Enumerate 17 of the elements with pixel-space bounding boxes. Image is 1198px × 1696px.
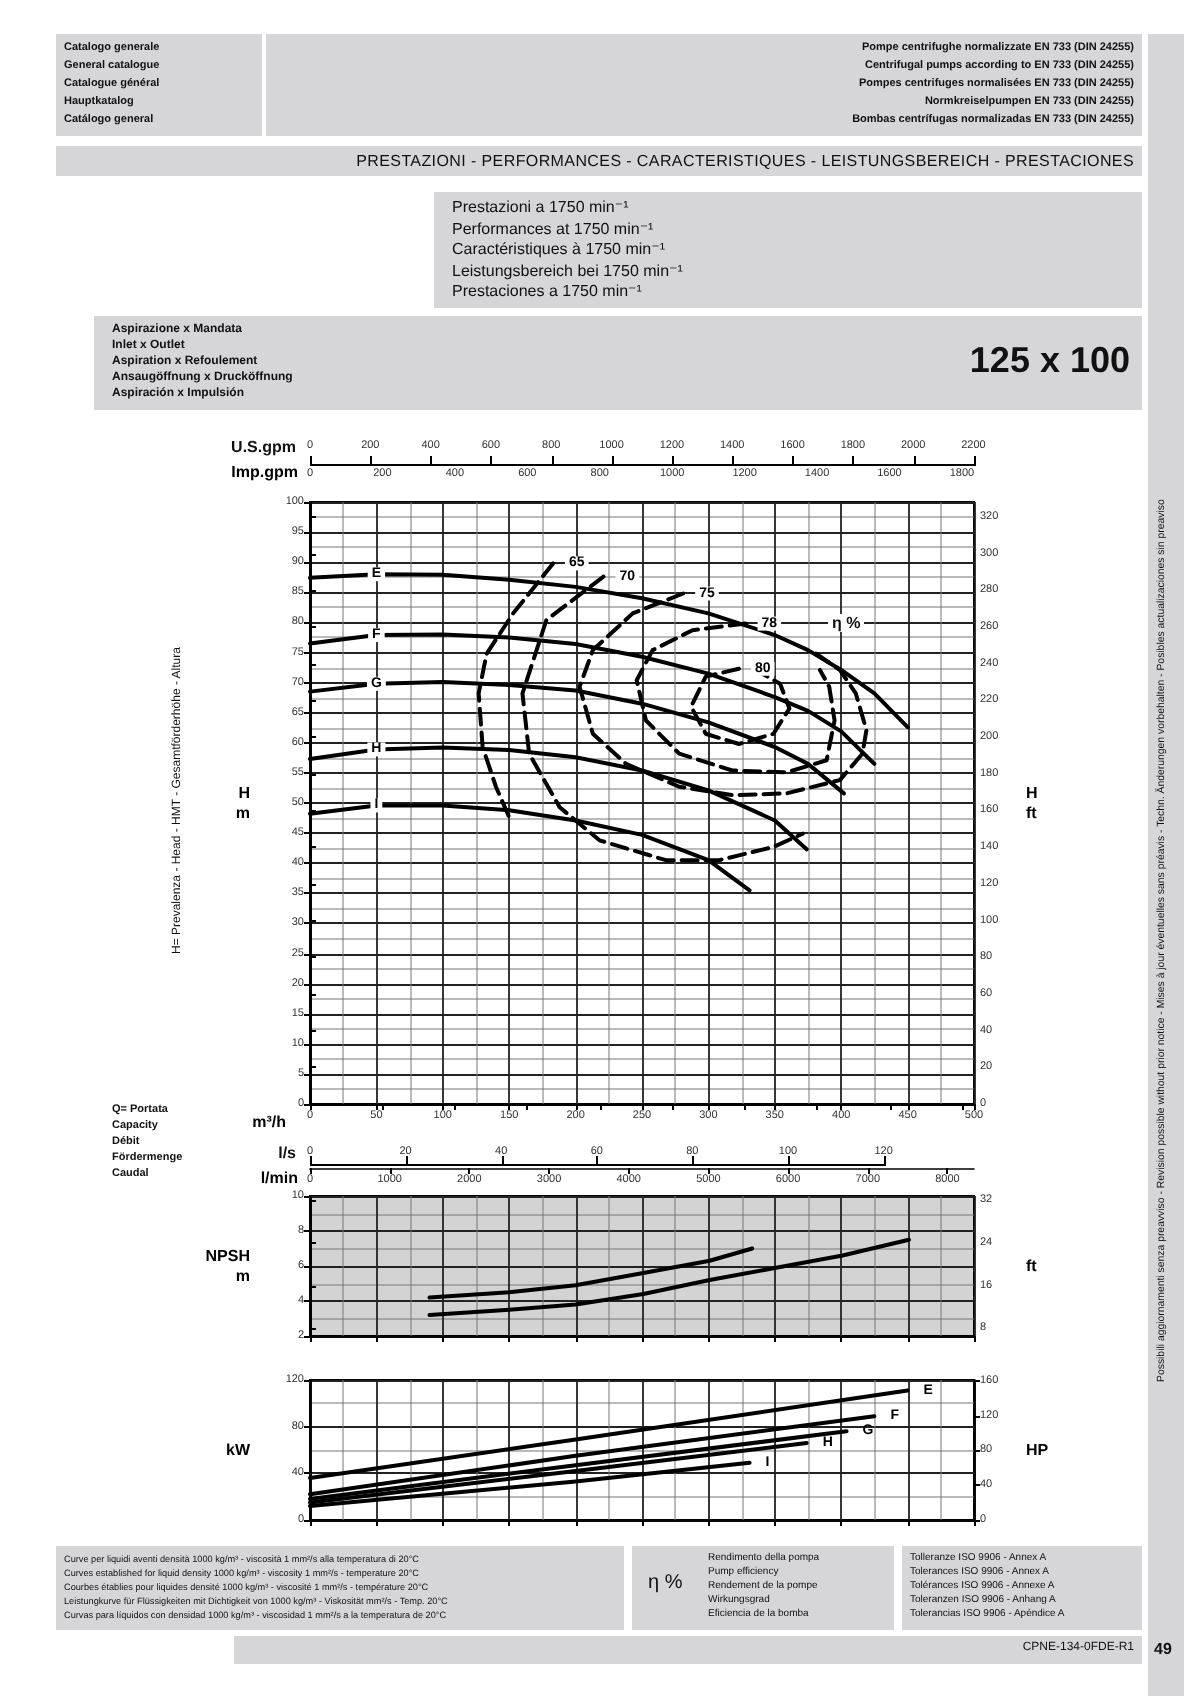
text: l/s: [276, 1144, 296, 1162]
y2-axis-title: H ft: [1026, 784, 1038, 822]
text: 125 x 100: [969, 340, 1130, 382]
chart-subtitle: Prestazioni a 1750 min⁻¹ Performances at 1750 min⁻¹ Caractéristiques à 1750 min⁻¹ Leistungsbereich bei 1750 min⁻¹ Prestaciones a 1750 min⁻¹: [452, 198, 683, 303]
text: η %: [648, 1572, 683, 1594]
annotation: η %: [828, 614, 865, 632]
x2-axis-title: l/min: [260, 1169, 299, 1187]
y-axis-title: kW: [226, 1441, 251, 1459]
y-axis-title: H m: [235, 784, 251, 822]
y2-axis-title: HP: [1026, 1441, 1050, 1459]
y-axis-title: NPSH m: [205, 1247, 251, 1285]
y2-axis-title: ft: [1026, 1257, 1038, 1275]
x2-axis-title: Imp.gpm: [231, 463, 298, 481]
chart-title: PRESTAZIONI - PERFORMANCES - CARACTERISTIQUES - LEISTUNGSBEREICH - PRESTACIONES: [356, 152, 1134, 170]
text: 49: [1154, 1640, 1172, 1658]
x-axis-title: m³/h: [252, 1113, 287, 1131]
text: U.S.gpm: [229, 438, 296, 456]
